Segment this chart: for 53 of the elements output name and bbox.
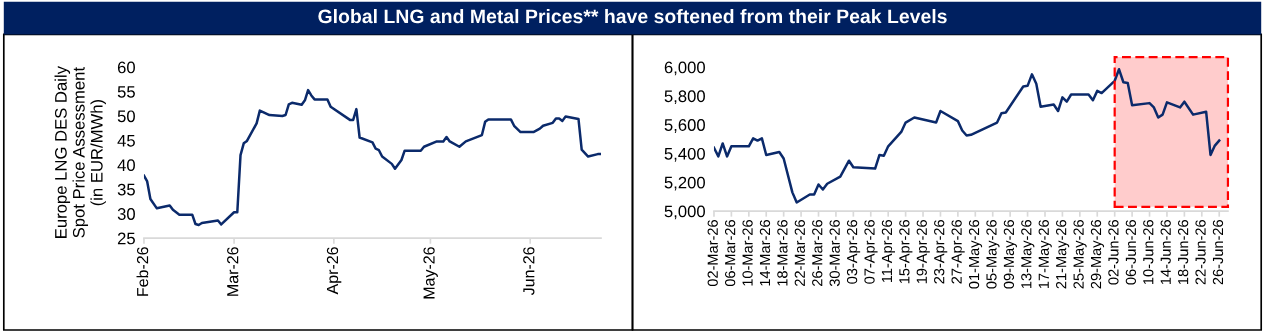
- x-tick-label: 09-May-26: [1003, 220, 1017, 289]
- x-tick-label: 23-Apr-26: [934, 220, 948, 284]
- x-tick-label: 01-May-26: [968, 220, 983, 289]
- x-tick-label: Jun-26: [523, 247, 535, 296]
- y-tick-label: 50: [117, 110, 135, 123]
- y-tick-label: 45: [117, 135, 135, 147]
- x-tick-label: 05-May-26: [986, 220, 1000, 289]
- x-tick-label: Mar-26: [227, 247, 239, 296]
- y-tick-label: 5,000: [664, 205, 705, 220]
- x-tick-label: 10-Jun-26: [1143, 220, 1154, 284]
- y-tick-label: 40: [117, 159, 135, 172]
- x-tick-label: 13-May-26: [1021, 220, 1035, 289]
- x-tick-label: 27-Apr-26: [951, 220, 965, 284]
- x-tick-label: 15-Apr-26: [899, 220, 913, 284]
- y-axis-title: Europe LNG DES Daily Spot Price Assessment (in EUR/MWh): [54, 66, 106, 238]
- x-tick-label: 19-Apr-26: [916, 220, 930, 284]
- x-tick-label: 03-Apr-26: [846, 220, 861, 284]
- x-tick-label: 06-Jun-26: [1125, 220, 1137, 285]
- y-tick-label: 5,600: [664, 119, 705, 133]
- x-tick-label: 14-Jun-26: [1160, 220, 1171, 284]
- x-tick-label: 18-Jun-26: [1177, 220, 1189, 284]
- x-tick-label: 26-Mar-26: [812, 220, 823, 286]
- x-tick-label: 02-Jun-26: [1108, 220, 1119, 285]
- x-tick-label: 21-May-26: [1056, 220, 1070, 289]
- chart-title: Global LNG and Metal Prices** have softened from their Peak Levels: [318, 8, 947, 24]
- x-tick-label: 10-Mar-26: [742, 220, 753, 286]
- x-tick-label: 02-Mar-26: [707, 220, 718, 287]
- x-tick-label: 30-Mar-26: [829, 220, 840, 287]
- x-tick-label: 26-Jun-26: [1212, 220, 1224, 285]
- x-tick-label: 07-Apr-26: [864, 220, 878, 284]
- x-tick-label: 17-May-26: [1038, 220, 1052, 289]
- x-tick-label: Apr-26: [326, 247, 342, 295]
- x-tick-label: Feb-26: [136, 247, 149, 296]
- y-tick-label: 25: [117, 232, 135, 245]
- x-tick-label: 06-Mar-26: [724, 220, 736, 287]
- x-tick-label: 29-May-26: [1090, 220, 1105, 289]
- x-tick-label: 22-Jun-26: [1195, 220, 1206, 285]
- x-tick-label: May-26: [423, 247, 438, 299]
- y-tick-label: 35: [117, 183, 135, 196]
- y-tick-label: 5,400: [664, 147, 705, 162]
- x-tick-label: 14-Mar-26: [759, 220, 771, 286]
- y-tick-label: 55: [117, 86, 135, 98]
- x-tick-label: 11-Apr-26: [881, 220, 895, 283]
- x-tick-label: 22-Mar-26: [794, 220, 805, 286]
- line-series: [713, 68, 1221, 204]
- y-tick-label: 6,000: [664, 61, 705, 76]
- y-tick-label: 30: [117, 208, 135, 220]
- y-tick-label: 60: [117, 61, 135, 74]
- y-tick-label: 5,800: [664, 90, 705, 105]
- line-series: [143, 88, 601, 227]
- x-tick-label: 25-May-26: [1073, 220, 1087, 289]
- y-tick-label: 5,200: [664, 176, 705, 191]
- x-tick-label: 18-Mar-26: [777, 220, 788, 286]
